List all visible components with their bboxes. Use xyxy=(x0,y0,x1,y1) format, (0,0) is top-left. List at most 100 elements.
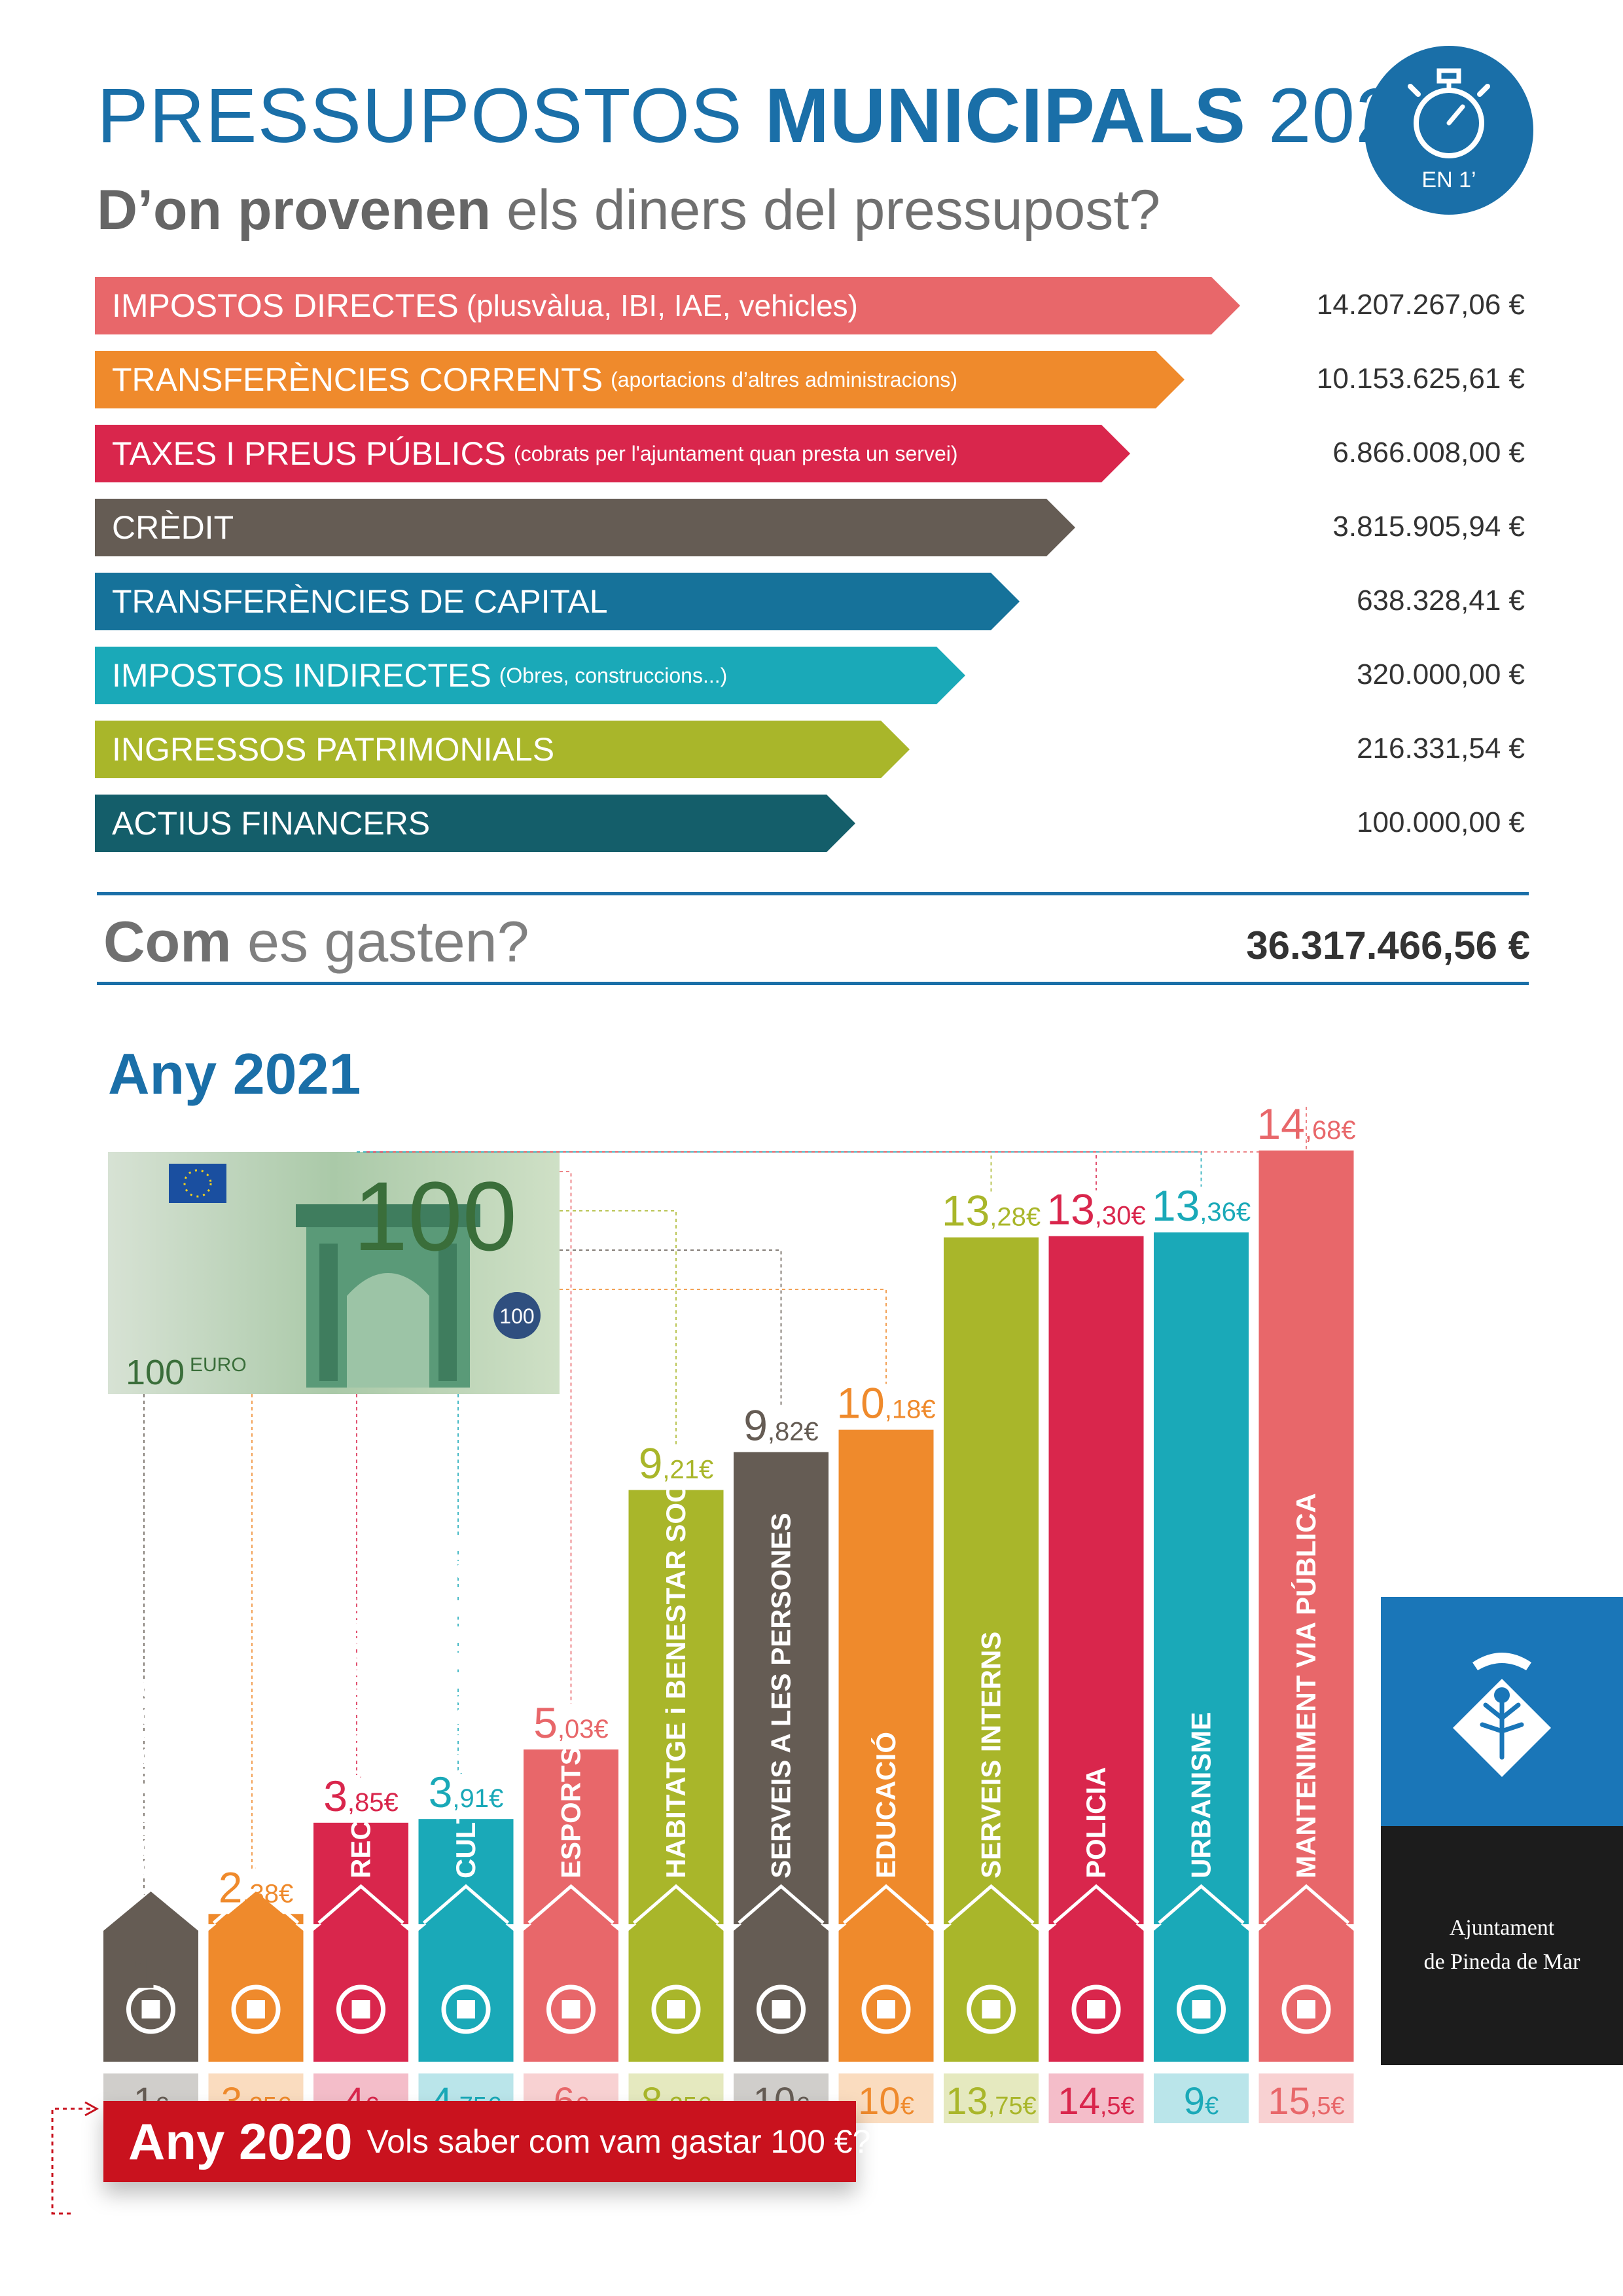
org-chart-icon xyxy=(336,1984,385,2034)
footnote-text: Vols saber com vam gastar 100 €? xyxy=(366,2123,871,2160)
banknote-currency: EURO xyxy=(190,1354,247,1376)
value-int: 13 xyxy=(942,1187,990,1235)
connector-line xyxy=(560,1171,572,1704)
connector-line xyxy=(356,1394,361,1778)
value-label-2021: 2,38€ xyxy=(219,1863,294,1911)
category-label: URBANISME xyxy=(1186,1712,1217,1878)
speech-bubbles-icon-core xyxy=(141,2000,160,2018)
income-amount: 216.331,54 € xyxy=(1357,732,1525,764)
bar xyxy=(628,1490,724,1924)
bar-icon-block xyxy=(1048,1892,1144,2062)
value-2020-box xyxy=(944,2073,1039,2123)
footnote-year: Any 2020 xyxy=(128,2112,353,2170)
value-dec: € xyxy=(156,1965,170,1994)
value-int: 9 xyxy=(1184,2080,1205,2123)
income-label: TRANSFERÈNCIES CORRENTS xyxy=(112,361,603,398)
income-arrow-6: IMPOSTOS INDIRECTES (Obres, construccions… xyxy=(95,647,965,704)
connector-line xyxy=(560,1210,677,1444)
value-int: 9 xyxy=(743,1401,768,1450)
income-label: CRÈDIT xyxy=(112,509,234,546)
income-label: TAXES I PREUS PÚBLICS xyxy=(112,435,507,472)
footnote-link-arrow xyxy=(51,2101,99,2215)
chevron-divider xyxy=(842,1884,930,1924)
category-label: CULTURA I PARTICIPACIÓ xyxy=(450,1533,481,1878)
value-int: 3 xyxy=(429,1768,453,1816)
budget-total: 36.317.466,56 € xyxy=(1246,924,1530,967)
police-badge-icon xyxy=(1071,1984,1121,2034)
category-line: ECONÒMIC xyxy=(255,1727,287,1878)
value-dec: ,91€ xyxy=(452,1784,503,1813)
income-detail: (aportacions d’altres administracions) xyxy=(611,367,958,391)
value-label-2021: 13,28€ xyxy=(942,1187,1041,1235)
value-int: 1 xyxy=(132,1948,156,1997)
income-detail: (plusvàlua, IBI, IAE, vehicles) xyxy=(466,289,858,323)
income-label: ACTIUS FINANCERS xyxy=(112,805,431,842)
municipality-line-1: Ajuntament xyxy=(1449,1916,1555,1940)
year-2021-label: Any 2021 xyxy=(108,1041,361,1106)
value-dec: ,36€ xyxy=(1200,1198,1251,1227)
income-amount: 320.000,00 € xyxy=(1357,658,1525,691)
income-amount: 14.207.267,06 € xyxy=(1316,289,1525,321)
logo-footer xyxy=(1381,1826,1623,2065)
connector-line xyxy=(251,1394,256,1869)
trophy-icon xyxy=(546,1984,596,2034)
income-amount: 638.328,41 € xyxy=(1357,584,1525,617)
value-int: 9 xyxy=(639,1439,663,1488)
value-label-2021: 13,36€ xyxy=(1152,1181,1251,1230)
family-heart-icon-core xyxy=(772,2000,791,2018)
bar-icon-block xyxy=(418,1892,514,2062)
banknote-hologram xyxy=(493,1292,541,1339)
bar-icon-block xyxy=(628,1892,724,2062)
value-int: 13 xyxy=(1046,1185,1094,1234)
value-dec: ,85€ xyxy=(348,1788,399,1817)
house-icon-core xyxy=(1192,2000,1211,2018)
title-part-2: MUNICIPALS xyxy=(764,73,1247,159)
bars-2021: COMUNICACIÓ 1€ DESENVOLUPAMENTECONÒMIC2,38… xyxy=(103,1100,1356,2062)
institution-building-icon-shape xyxy=(967,1984,1016,2034)
chevron-divider xyxy=(1262,1884,1350,1924)
category-label: COMUNICACIÓ xyxy=(135,1678,166,1878)
value-dec: ,82€ xyxy=(768,1418,819,1446)
income-amount: 10.153.625,61 € xyxy=(1316,363,1525,395)
divider-bottom xyxy=(97,982,1529,985)
connector-line xyxy=(560,1249,782,1407)
value-int: 10 xyxy=(836,1379,884,1427)
value-2020-box xyxy=(1048,2073,1144,2123)
bar-icon-block xyxy=(734,1892,829,2062)
chevron-divider xyxy=(948,1884,1035,1924)
subtitle-rest: els diners del pressupost? xyxy=(491,179,1161,242)
value-label-2020: 13,75€ xyxy=(946,2080,1036,2123)
value-dec: ,5€ xyxy=(1310,2092,1345,2120)
value-label-2020: 10€ xyxy=(858,2080,914,2123)
tactics-board-icon-core xyxy=(1297,2000,1315,2018)
theatre-masks-icon-shape xyxy=(441,1984,491,2034)
value-label-2021: 9,82€ xyxy=(743,1401,819,1450)
income-label: INGRESSOS PATRIMONIALS xyxy=(112,731,555,768)
badge-label: EN 1’ xyxy=(1421,168,1476,192)
org-chart-icon-shape xyxy=(336,1984,385,2034)
category-label: RECURSOS HUMANS xyxy=(346,1594,376,1878)
category-label: SERVEIS A LES PERSONES xyxy=(766,1513,796,1878)
municipal-logo xyxy=(1381,1597,1623,1826)
page-subtitle: D’on provenen els diners del pressupost? xyxy=(97,182,1160,238)
year-2020-link[interactable]: Any 2020 Vols saber com vam gastar 100 €? xyxy=(103,2101,870,2182)
theatre-masks-icon xyxy=(441,1984,491,2034)
bar-icon-block xyxy=(208,1892,304,2062)
value-dec: ,68€ xyxy=(1305,1116,1356,1145)
income-label: IMPOSTOS DIRECTES xyxy=(112,287,459,324)
value-dec: ,03€ xyxy=(558,1715,609,1744)
income-label: TRANSFERÈNCIES DE CAPITAL xyxy=(112,583,608,620)
category-label: MANTENIMENT VIA PÚBLICA xyxy=(1290,1493,1321,1878)
chevron-divider xyxy=(738,1884,825,1924)
house-icon xyxy=(1177,1984,1226,2034)
archway-illustration xyxy=(296,1204,480,1388)
value-label-2021: 13,30€ xyxy=(1046,1185,1145,1234)
income-label: IMPOSTOS INDIRECTES xyxy=(112,657,491,694)
value-label-2020: 14,5€ xyxy=(1058,2080,1134,2123)
bar-icon-block xyxy=(524,1892,618,2062)
bar-icon-block xyxy=(1154,1892,1249,2062)
category-line: DESENVOLUPAMENT xyxy=(226,1593,257,1878)
value-label-2020: 9€ xyxy=(1184,2080,1219,2123)
tactics-board-icon-shape xyxy=(1281,1984,1331,2034)
graduation-cap-icon-core xyxy=(877,2000,895,2018)
